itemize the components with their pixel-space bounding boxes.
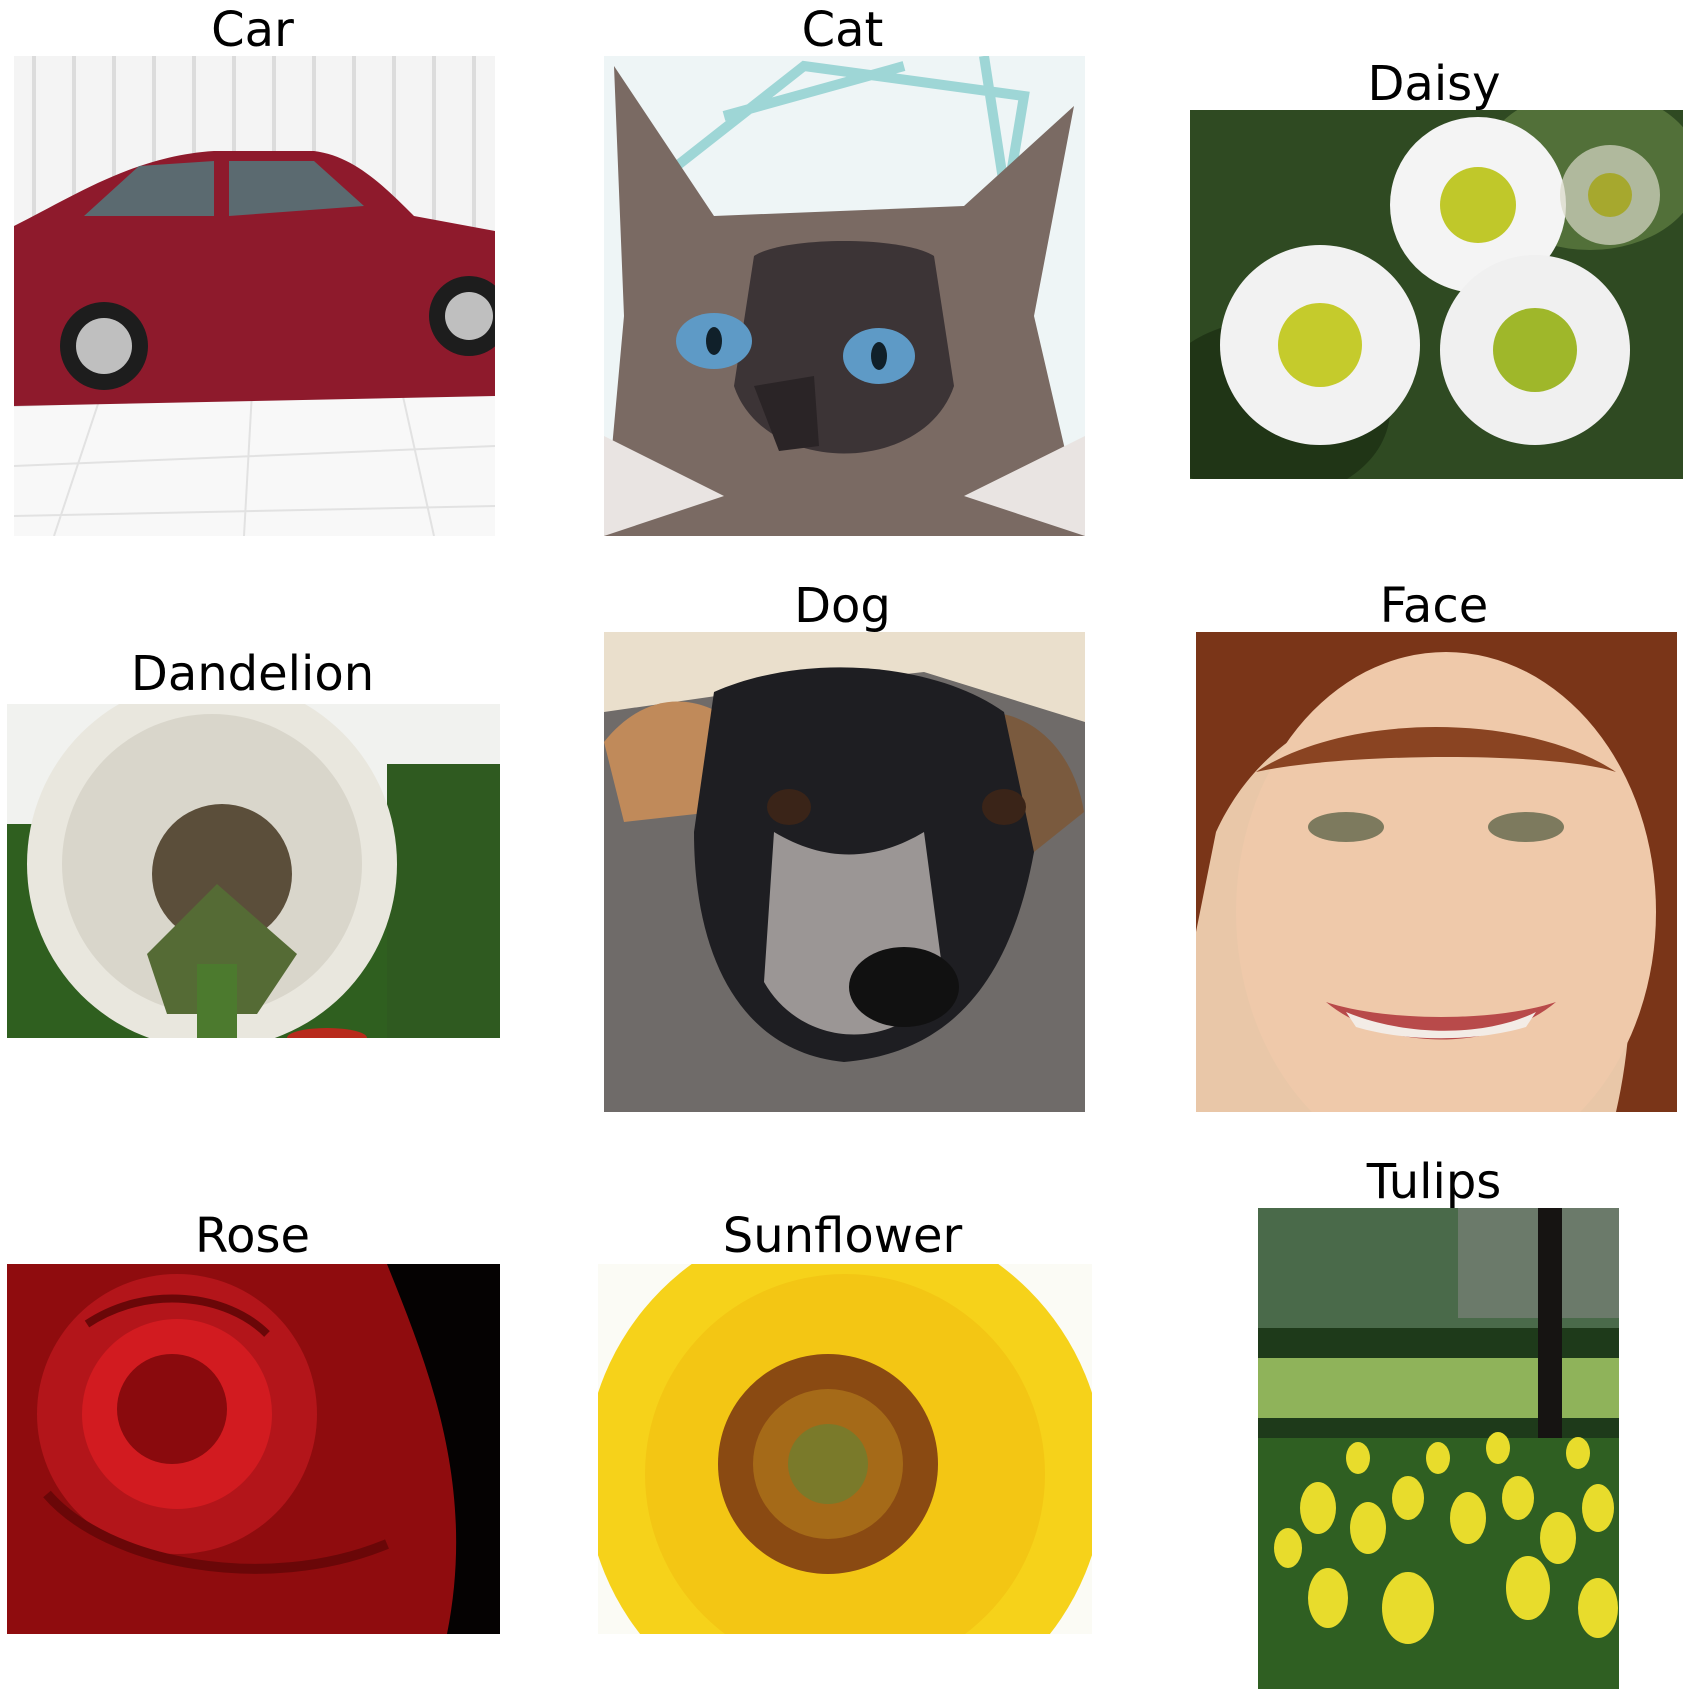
cell-rose: Rose <box>0 1152 505 1692</box>
cat-photo <box>604 56 1085 536</box>
cell-face: Face <box>1180 576 1688 1116</box>
cell-daisy: Daisy <box>1180 0 1688 540</box>
image-title: Daisy <box>1367 56 1501 112</box>
cell-dandelion: Dandelion <box>0 576 505 1116</box>
rose-photo <box>7 1264 500 1634</box>
cell-cat: Cat <box>590 0 1095 540</box>
tulips-photo <box>1258 1208 1619 1689</box>
image-title: Tulips <box>1366 1154 1502 1210</box>
cell-dog: Dog <box>590 576 1095 1116</box>
face-photo <box>1196 632 1677 1112</box>
sunflower-photo <box>598 1264 1092 1634</box>
image-title: Dog <box>794 578 891 634</box>
image-title: Dandelion <box>130 646 375 702</box>
image-title: Cat <box>801 2 884 58</box>
cell-car: Car <box>0 0 505 540</box>
daisy-photo <box>1190 110 1683 479</box>
cell-sunflower: Sunflower <box>590 1152 1095 1692</box>
image-title: Rose <box>194 1208 311 1264</box>
image-title: Face <box>1379 578 1489 634</box>
dandelion-photo <box>7 704 500 1038</box>
image-title: Sunflower <box>722 1208 963 1264</box>
dog-photo <box>604 632 1085 1112</box>
image-title: Car <box>211 2 294 58</box>
cell-tulips: Tulips <box>1180 1152 1688 1692</box>
car-photo <box>14 56 495 536</box>
